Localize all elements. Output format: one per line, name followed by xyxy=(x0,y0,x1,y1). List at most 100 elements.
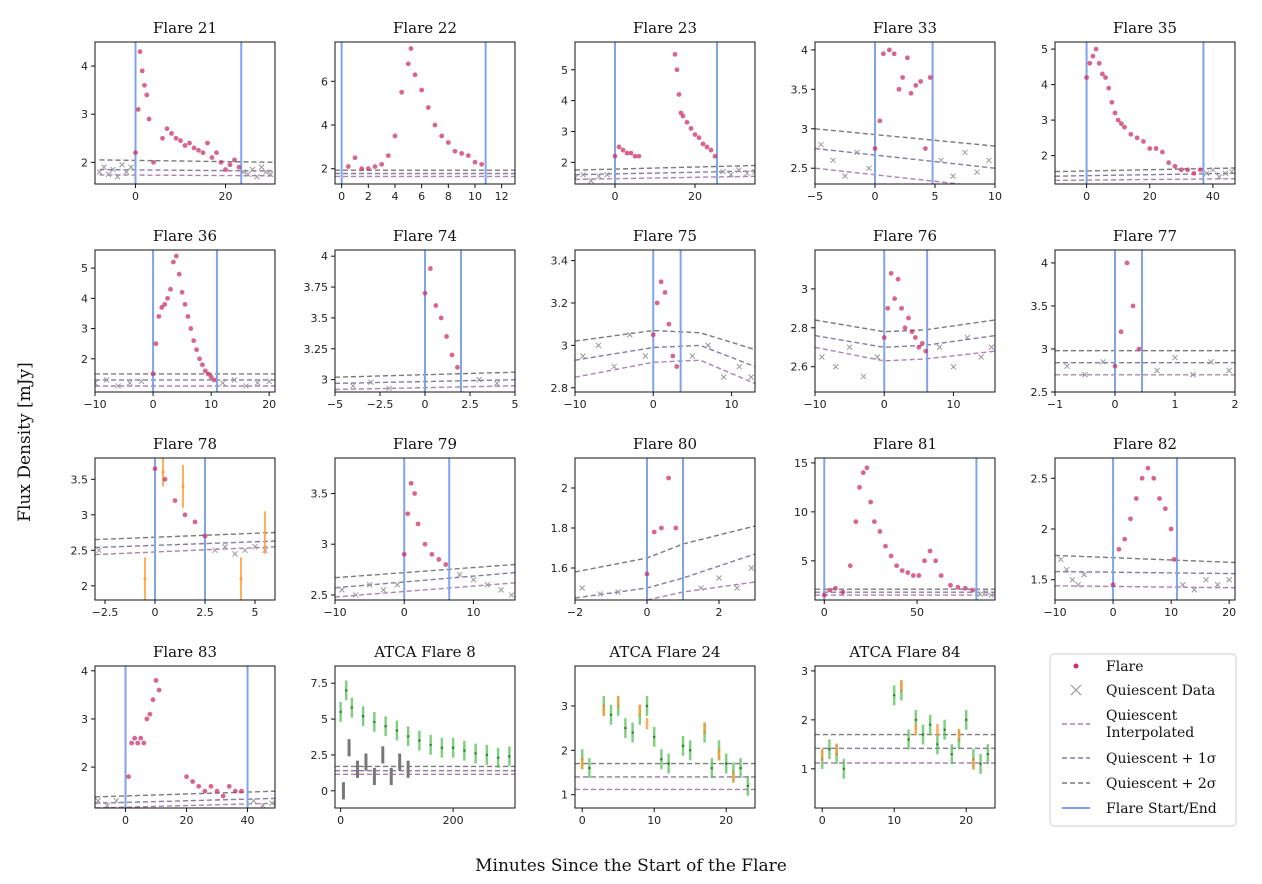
quiescent-cross xyxy=(705,342,711,349)
plot-area xyxy=(335,458,515,600)
quiescent-cross xyxy=(380,587,387,593)
flare-point xyxy=(178,138,183,144)
quiescent-cross xyxy=(368,379,374,385)
flare-point xyxy=(1103,75,1108,80)
quiescent-cross xyxy=(1191,587,1198,593)
errorbar-green-point xyxy=(653,735,656,739)
flare-point xyxy=(419,87,425,93)
flare-point xyxy=(449,352,455,358)
quiescent-cross xyxy=(114,173,121,180)
quiescent-cross xyxy=(1216,174,1223,180)
errorbar-green-point xyxy=(929,723,932,726)
x-tick-label: 12 xyxy=(495,190,509,203)
flare-point xyxy=(927,548,933,554)
legend-label: Flare xyxy=(1106,659,1144,675)
flare-point xyxy=(895,276,901,282)
flare-point xyxy=(1122,536,1128,542)
errorbar-green-point xyxy=(921,733,925,736)
subplot-title: Flare 78 xyxy=(153,435,217,453)
subplot-title: Flare 83 xyxy=(153,643,217,661)
quiescent-2sigma-line xyxy=(1055,554,1235,564)
flare-point xyxy=(913,82,919,88)
quiescent-cross xyxy=(734,585,740,591)
errorbar-green-point xyxy=(588,766,591,770)
x-tick-label: 5 xyxy=(252,606,259,619)
y-tick-label: 4 xyxy=(1041,79,1048,92)
quiescent-cross xyxy=(96,547,102,554)
quiescent-cross xyxy=(456,571,463,578)
quiescent-cross xyxy=(470,576,477,583)
flare-point xyxy=(1159,149,1165,155)
flare-point xyxy=(173,135,179,141)
x-tick-label: 1 xyxy=(1172,398,1179,411)
flare-point xyxy=(632,153,638,159)
quiescent-2sigma-line xyxy=(815,128,995,147)
quiescent-cross xyxy=(243,383,249,389)
quiescent-cross xyxy=(242,547,248,554)
y-tick-label: 3 xyxy=(801,665,808,678)
errorbar-green-point xyxy=(710,766,713,770)
x-tick-label: 0 xyxy=(132,190,139,203)
subplot-7: −5 −2.5 0 2.5 5 3 3.25 3.5 3.75 4 Flare 74 xyxy=(304,227,519,411)
quiescent-cross xyxy=(832,363,839,370)
quiescent-cross xyxy=(103,377,110,383)
quiescent-cross xyxy=(258,164,265,171)
quiescent-1sigma-line xyxy=(575,553,755,599)
flare-point xyxy=(412,491,418,496)
flare-point xyxy=(220,793,226,799)
quiescent-cross xyxy=(615,589,622,595)
flare-point xyxy=(412,72,418,78)
y-tick-label: 7.5 xyxy=(311,677,329,690)
legend-cross-icon xyxy=(1070,684,1082,696)
flare-point xyxy=(401,551,407,557)
x-tick-label: −10 xyxy=(323,606,346,619)
y-tick-label: 3 xyxy=(561,339,568,352)
flare-point xyxy=(872,146,878,151)
y-tick-label: 4 xyxy=(561,95,568,108)
subplot-title: Flare 82 xyxy=(1113,435,1177,453)
y-tick-label: 3 xyxy=(321,374,328,387)
y-tick-label: 2 xyxy=(81,761,88,774)
x-tick-label: −2 xyxy=(567,606,583,619)
flare-point xyxy=(194,347,200,353)
x-tick-label: 2 xyxy=(365,190,372,203)
flare-point xyxy=(205,371,211,377)
flare-point xyxy=(1153,146,1159,151)
errorbar-green-point xyxy=(739,766,742,770)
quiescent-cross xyxy=(254,173,260,180)
flare-point xyxy=(887,47,892,53)
flare-point xyxy=(881,335,887,340)
plot-area xyxy=(335,680,515,800)
flare-point xyxy=(153,678,159,683)
flare-point xyxy=(209,155,215,160)
flare-point xyxy=(182,301,188,307)
axes-frame xyxy=(1054,457,1236,601)
quiescent-cross xyxy=(138,378,145,385)
quiescent-cross xyxy=(1208,359,1214,365)
subplot-14: 0 50 5 10 15 Flare 81 xyxy=(794,435,996,619)
quiescent-cross xyxy=(626,331,633,338)
flare-point xyxy=(436,557,442,562)
flare-point xyxy=(173,253,179,259)
quiescent-1sigma-line xyxy=(815,147,995,169)
quiescent-cross xyxy=(386,385,392,392)
flare-point xyxy=(910,573,916,578)
flare-point xyxy=(840,589,846,595)
flare-point xyxy=(1185,167,1191,173)
legend-item: Quiescent + 1σ xyxy=(1062,751,1217,767)
flare-point xyxy=(1145,465,1151,471)
y-tick-label: 0 xyxy=(321,785,328,798)
quiescent-cross xyxy=(689,353,696,359)
flare-point xyxy=(877,529,883,534)
quiescent-cross xyxy=(748,374,754,381)
subplot-title: Flare 23 xyxy=(633,19,697,37)
x-tick-label: −10 xyxy=(803,398,826,411)
x-tick-label: 2 xyxy=(716,606,723,619)
flare-point xyxy=(144,716,150,722)
y-tick-label: 3.5 xyxy=(311,488,329,501)
subplot-title: Flare 22 xyxy=(393,19,457,37)
flare-point xyxy=(620,147,626,153)
flare-point xyxy=(191,338,197,344)
errorbar-green-point xyxy=(631,731,634,734)
plot-area xyxy=(815,42,995,184)
